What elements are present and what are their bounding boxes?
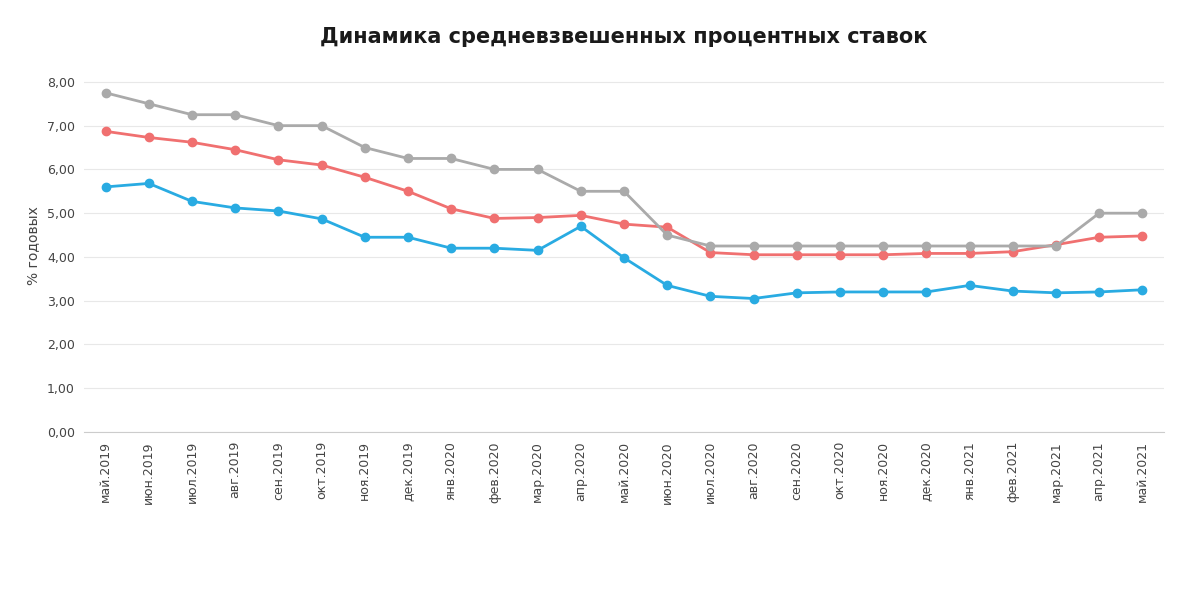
до 1 года — [1092, 289, 1106, 296]
свыше 1 года — [314, 161, 329, 169]
свыше 1 года — [790, 251, 804, 259]
до 1 года — [530, 247, 545, 254]
свыше 1 года — [876, 251, 890, 259]
до 1 года — [790, 289, 804, 296]
свыше 1 года — [703, 249, 718, 256]
Ключевая ставка Банка России — [314, 122, 329, 129]
свыше 1 года — [1135, 232, 1150, 239]
до 1 года — [314, 215, 329, 223]
до 1 года — [746, 295, 761, 302]
свыше 1 года — [919, 250, 934, 257]
Ключевая ставка Банка России — [142, 100, 156, 107]
до 1 года — [962, 282, 977, 289]
свыше 1 года — [833, 251, 847, 259]
свыше 1 года — [444, 205, 458, 212]
свыше 1 года — [1049, 241, 1063, 248]
Ключевая ставка Банка России — [574, 188, 588, 195]
до 1 года — [98, 184, 113, 191]
свыше 1 года — [271, 156, 286, 163]
до 1 года — [142, 180, 156, 187]
Ключевая ставка Банка России — [98, 89, 113, 97]
Title: Динамика средневзвешенных процентных ставок: Динамика средневзвешенных процентных ста… — [320, 28, 928, 47]
Ключевая ставка Банка России — [660, 232, 674, 239]
свыше 1 года — [574, 212, 588, 219]
свыше 1 года — [358, 173, 372, 181]
Ключевая ставка Банка России — [530, 166, 545, 173]
до 1 года — [185, 198, 199, 205]
до 1 года — [703, 293, 718, 300]
Ключевая ставка Банка России — [185, 111, 199, 118]
Ключевая ставка Банка России — [1049, 242, 1063, 250]
свыше 1 года — [746, 251, 761, 259]
до 1 года — [358, 233, 372, 241]
Ключевая ставка Банка России — [358, 144, 372, 151]
до 1 года — [401, 233, 415, 241]
Line: свыше 1 года: свыше 1 года — [102, 127, 1146, 259]
до 1 года — [919, 289, 934, 296]
Ключевая ставка Банка России — [833, 242, 847, 250]
Ключевая ставка Банка России — [919, 242, 934, 250]
свыше 1 года — [530, 214, 545, 221]
Ключевая ставка Банка России — [444, 155, 458, 162]
свыше 1 года — [617, 221, 631, 228]
Ключевая ставка Банка России — [228, 111, 242, 118]
Ключевая ставка Банка России — [617, 188, 631, 195]
свыше 1 года — [660, 224, 674, 231]
свыше 1 года — [962, 250, 977, 257]
Ключевая ставка Банка России — [876, 242, 890, 250]
до 1 года — [1049, 289, 1063, 296]
до 1 года — [574, 223, 588, 230]
до 1 года — [617, 254, 631, 262]
Ключевая ставка Банка России — [401, 155, 415, 162]
свыше 1 года — [98, 128, 113, 135]
до 1 года — [1135, 286, 1150, 293]
до 1 года — [876, 289, 890, 296]
Ключевая ставка Банка России — [1092, 209, 1106, 217]
Y-axis label: % годовых: % годовых — [26, 206, 40, 286]
до 1 года — [271, 208, 286, 215]
Ключевая ставка Банка России — [1006, 242, 1020, 250]
Ключевая ставка Банка России — [746, 242, 761, 250]
до 1 года — [487, 245, 502, 252]
Ключевая ставка Банка России — [790, 242, 804, 250]
Ключевая ставка Банка России — [1135, 209, 1150, 217]
свыше 1 года — [1006, 248, 1020, 255]
свыше 1 года — [487, 215, 502, 222]
до 1 года — [833, 289, 847, 296]
до 1 года — [228, 205, 242, 212]
свыше 1 года — [401, 188, 415, 195]
свыше 1 года — [228, 146, 242, 154]
свыше 1 года — [1092, 233, 1106, 241]
до 1 года — [660, 282, 674, 289]
Ключевая ставка Банка России — [962, 242, 977, 250]
Line: Ключевая ставка Банка России: Ключевая ставка Банка России — [102, 89, 1146, 250]
Ключевая ставка Банка России — [271, 122, 286, 129]
до 1 года — [1006, 287, 1020, 295]
Ключевая ставка Банка России — [703, 242, 718, 250]
свыше 1 года — [142, 134, 156, 141]
свыше 1 года — [185, 139, 199, 146]
Line: до 1 года: до 1 года — [102, 179, 1146, 302]
до 1 года — [444, 245, 458, 252]
Ключевая ставка Банка России — [487, 166, 502, 173]
